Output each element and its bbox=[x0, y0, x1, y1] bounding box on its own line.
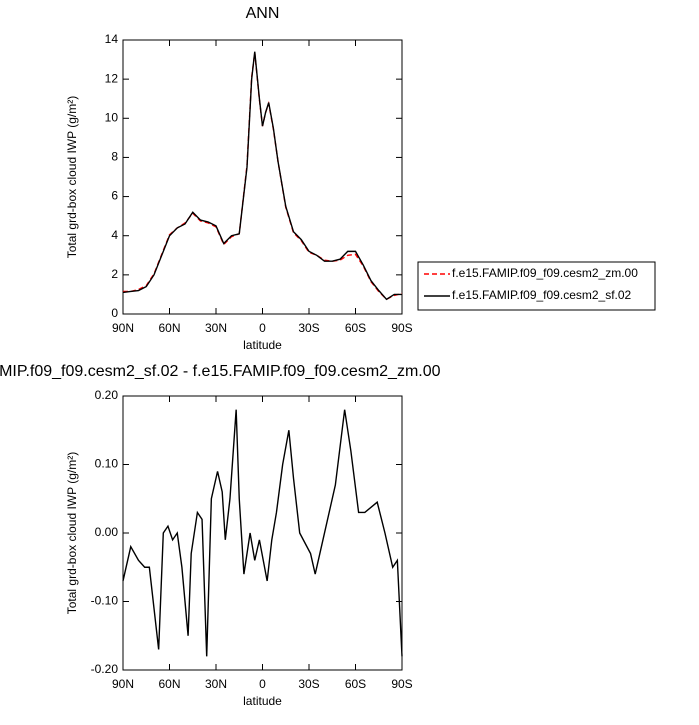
x-tick-label: 0 bbox=[259, 321, 266, 335]
y-tick-label: 0 bbox=[111, 306, 118, 320]
legend-box bbox=[417, 261, 656, 311]
x-tick-label: 90N bbox=[112, 677, 134, 691]
y-tick-label: -0.20 bbox=[91, 662, 119, 676]
x-tick-label: 0 bbox=[259, 677, 266, 691]
plot-frame bbox=[122, 395, 403, 671]
series-line bbox=[123, 52, 403, 301]
x-axis-label: latitude bbox=[243, 338, 282, 352]
x-tick-label: 90N bbox=[112, 321, 134, 335]
x-axis-label: latitude bbox=[243, 694, 282, 708]
y-tick-label: 0.20 bbox=[95, 388, 119, 402]
x-tick-label: 30N bbox=[205, 677, 227, 691]
x-tick-label: 30N bbox=[205, 321, 227, 335]
y-tick-label: 0.10 bbox=[95, 457, 119, 471]
y-tick-label: -0.10 bbox=[91, 594, 119, 608]
legend-label: f.e15.FAMIP.f09_f09.cesm2_sf.02 bbox=[452, 288, 632, 302]
y-tick-label: 6 bbox=[111, 189, 118, 203]
x-tick-label: 60S bbox=[345, 321, 366, 335]
y-axis-label: Total grd-box cloud IWP (g/m²) bbox=[65, 452, 79, 615]
legend-label: f.e15.FAMIP.f09_f09.cesm2_zm.00 bbox=[452, 266, 638, 280]
x-tick-label: 60N bbox=[158, 677, 180, 691]
y-tick-label: 12 bbox=[105, 71, 119, 85]
x-tick-label: 60N bbox=[158, 321, 180, 335]
y-tick-label: 2 bbox=[111, 267, 118, 281]
chart-title: f.e15.FAMIP.f09_f09.cesm2_sf.02 - f.e15.… bbox=[0, 363, 441, 380]
plot-frame bbox=[122, 39, 403, 315]
y-tick-label: 0.00 bbox=[95, 525, 119, 539]
y-tick-label: 14 bbox=[105, 32, 119, 46]
x-tick-label: 90S bbox=[391, 677, 412, 691]
x-tick-label: 30S bbox=[298, 677, 319, 691]
y-tick-label: 10 bbox=[105, 110, 119, 124]
series-line bbox=[122, 409, 403, 657]
series-line bbox=[122, 51, 402, 301]
chart-title: ANN bbox=[246, 5, 280, 22]
y-tick-label: 4 bbox=[111, 228, 118, 242]
x-tick-label: 90S bbox=[391, 321, 412, 335]
x-tick-label: 30S bbox=[298, 321, 319, 335]
y-axis-label: Total grd-box cloud IWP (g/m²) bbox=[65, 96, 79, 259]
y-tick-label: 8 bbox=[111, 150, 118, 164]
x-tick-label: 60S bbox=[345, 677, 366, 691]
